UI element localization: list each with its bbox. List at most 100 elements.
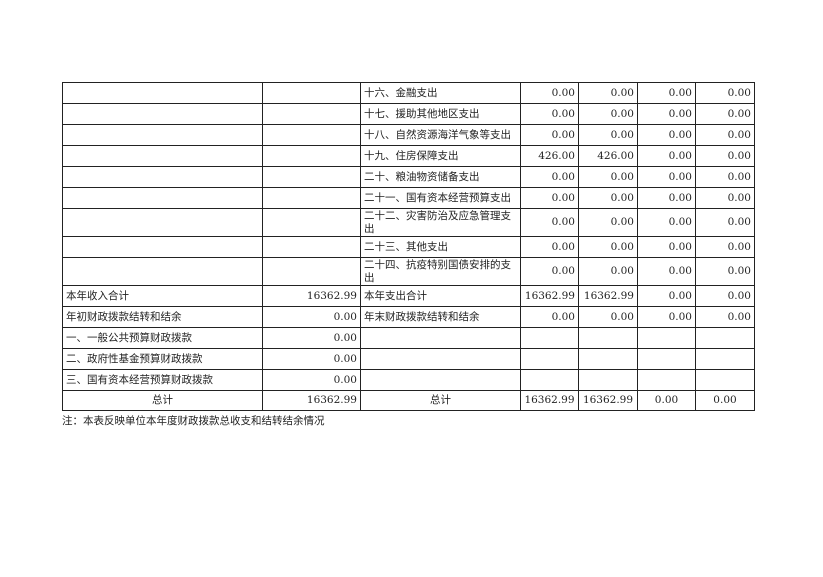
expense-item-cell: 十九、住房保障支出 (360, 145, 521, 167)
expense-amount-cell: 0.00 (695, 166, 755, 188)
expense-amount-cell: 0.00 (695, 208, 755, 237)
expense-amount-cell: 0.00 (637, 257, 696, 286)
expense-item-cell: 二十二、灾害防治及应急管理支出 (360, 208, 521, 237)
expense-amount-cell: 0.00 (637, 390, 696, 411)
expense-amount-cell (520, 369, 579, 391)
expense-amount-cell: 0.00 (578, 236, 638, 258)
table-row: 十六、金融支出 0.00 0.00 0.00 0.00 (62, 82, 755, 104)
table-row: 二十四、抗疫特别国债安排的支出 0.00 0.00 0.00 0.00 (62, 257, 755, 286)
expense-amount-cell: 0.00 (695, 285, 755, 307)
expense-amount-cell: 0.00 (695, 187, 755, 209)
income-amount-cell: 0.00 (262, 348, 361, 370)
fiscal-appropriation-table: 十六、金融支出 0.00 0.00 0.00 0.00 十七、援助其他地区支出 0.00 0.… (62, 82, 755, 411)
table-row: 三、国有资本经营预算财政拨款 0.00 (62, 369, 755, 391)
income-item-cell (62, 103, 263, 125)
expense-amount-cell: 0.00 (637, 285, 696, 307)
income-amount-cell: 0.00 (262, 327, 361, 349)
expense-amount-cell (578, 348, 638, 370)
expense-amount-cell: 16362.99 (520, 285, 579, 307)
income-item-cell: 年初财政拨款结转和结余 (62, 306, 263, 328)
expense-amount-cell: 0.00 (637, 236, 696, 258)
expense-amount-cell: 0.00 (637, 166, 696, 188)
income-amount-cell (262, 166, 361, 188)
income-amount-cell (262, 82, 361, 104)
income-amount-cell: 0.00 (262, 369, 361, 391)
expense-amount-cell: 0.00 (695, 236, 755, 258)
income-item-cell (62, 236, 263, 258)
income-item-cell: 二、政府性基金预算财政拨款 (62, 348, 263, 370)
expense-amount-cell: 0.00 (520, 236, 579, 258)
table-row: 二、政府性基金预算财政拨款 0.00 (62, 348, 755, 370)
expense-amount-cell: 0.00 (520, 208, 579, 237)
expense-amount-cell (637, 348, 696, 370)
expense-amount-cell: 0.00 (695, 124, 755, 146)
income-item-cell: 三、国有资本经营预算财政拨款 (62, 369, 263, 391)
income-item-cell (62, 187, 263, 209)
expense-amount-cell: 0.00 (695, 257, 755, 286)
income-item-cell (62, 208, 263, 237)
income-amount-cell (262, 236, 361, 258)
table-row: 十八、自然资源海洋气象等支出 0.00 0.00 0.00 0.00 (62, 124, 755, 146)
expense-amount-cell (520, 348, 579, 370)
expense-amount-cell: 0.00 (637, 103, 696, 125)
expense-amount-cell: 0.00 (695, 390, 755, 411)
expense-amount-cell (637, 369, 696, 391)
table-note: 注：本表反映单位本年度财政拨款总收支和结转结余情况 (62, 415, 325, 427)
income-item-cell (62, 82, 263, 104)
table-row: 十九、住房保障支出 426.00 426.00 0.00 0.00 (62, 145, 755, 167)
income-amount-cell (262, 145, 361, 167)
expense-amount-cell: 0.00 (578, 306, 638, 328)
expense-amount-cell: 0.00 (695, 145, 755, 167)
expense-item-cell: 二十、粮油物资储备支出 (360, 166, 521, 188)
income-item-cell (62, 166, 263, 188)
total-row: 总计 16362.99 总计 16362.99 16362.99 0.00 0.00 (62, 390, 755, 411)
expense-amount-cell: 16362.99 (578, 390, 638, 411)
income-amount-cell (262, 187, 361, 209)
expense-amount-cell: 0.00 (578, 166, 638, 188)
expense-amount-cell: 0.00 (695, 306, 755, 328)
expense-item-cell: 十八、自然资源海洋气象等支出 (360, 124, 521, 146)
expense-item-cell: 十七、援助其他地区支出 (360, 103, 521, 125)
expense-amount-cell: 16362.99 (520, 390, 579, 411)
expense-amount-cell: 0.00 (637, 306, 696, 328)
expense-amount-cell: 0.00 (637, 145, 696, 167)
table-row: 十七、援助其他地区支出 0.00 0.00 0.00 0.00 (62, 103, 755, 125)
expense-amount-cell: 0.00 (637, 124, 696, 146)
income-item-cell: 本年收入合计 (62, 285, 263, 307)
expense-amount-cell: 0.00 (578, 187, 638, 209)
expense-amount-cell: 426.00 (578, 145, 638, 167)
income-amount-cell (262, 103, 361, 125)
expense-amount-cell: 0.00 (520, 82, 579, 104)
expense-amount-cell: 0.00 (520, 187, 579, 209)
expense-amount-cell: 0.00 (578, 124, 638, 146)
income-item-cell (62, 145, 263, 167)
expense-amount-cell: 0.00 (520, 306, 579, 328)
expense-amount-cell: 16362.99 (578, 285, 638, 307)
expense-amount-cell (695, 369, 755, 391)
expense-item-cell: 年末财政拨款结转和结余 (360, 306, 521, 328)
table-row: 二十二、灾害防治及应急管理支出 0.00 0.00 0.00 0.00 (62, 208, 755, 237)
table-row: 二十一、国有资本经营预算支出 0.00 0.00 0.00 0.00 (62, 187, 755, 209)
expense-item-cell: 十六、金融支出 (360, 82, 521, 104)
table-row: 一、一般公共预算财政拨款 0.00 (62, 327, 755, 349)
income-item-cell (62, 257, 263, 286)
income-amount-cell: 16362.99 (262, 285, 361, 307)
expense-amount-cell (578, 327, 638, 349)
income-item-cell: 总计 (62, 390, 263, 411)
income-amount-cell: 16362.99 (262, 390, 361, 411)
expense-amount-cell: 0.00 (578, 103, 638, 125)
expense-item-cell: 二十四、抗疫特别国债安排的支出 (360, 257, 521, 286)
expense-amount-cell (637, 327, 696, 349)
expense-amount-cell: 0.00 (520, 124, 579, 146)
expense-amount-cell: 0.00 (578, 208, 638, 237)
expense-item-cell (360, 348, 521, 370)
expense-amount-cell (520, 327, 579, 349)
expense-amount-cell: 426.00 (520, 145, 579, 167)
expense-amount-cell: 0.00 (520, 257, 579, 286)
expense-amount-cell: 0.00 (578, 257, 638, 286)
expense-amount-cell (695, 327, 755, 349)
expense-amount-cell: 0.00 (637, 82, 696, 104)
income-item-cell (62, 124, 263, 146)
expense-item-cell: 总计 (360, 390, 521, 411)
expense-amount-cell: 0.00 (578, 82, 638, 104)
